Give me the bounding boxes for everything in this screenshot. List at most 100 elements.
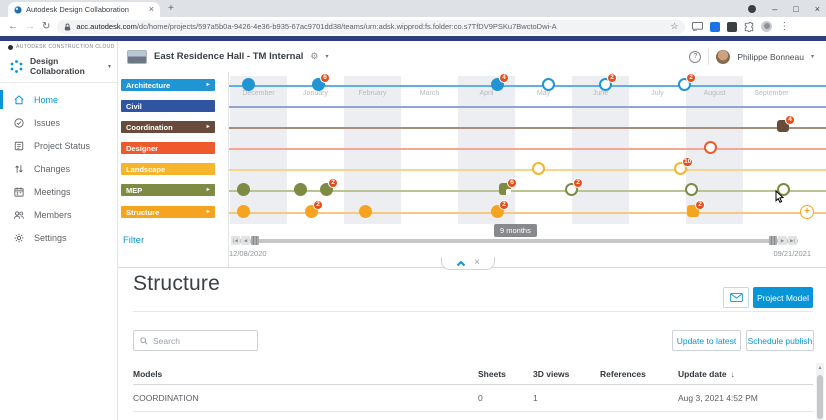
update-marker-designer[interactable]: [704, 141, 717, 154]
help-icon[interactable]: ?: [689, 50, 702, 63]
sidebar-item-issues[interactable]: Issues: [0, 111, 117, 134]
discipline-chip-label: Structure: [126, 207, 160, 217]
timeline-handle-left[interactable]: [251, 236, 259, 245]
month-stripe: [458, 76, 515, 224]
timeline-prev-button[interactable]: ◀: [241, 236, 250, 245]
month-label: June: [592, 90, 609, 97]
update-to-latest-button[interactable]: Update to latest: [672, 330, 741, 351]
sidebar-item-settings[interactable]: Settings: [0, 226, 117, 249]
project-model-button[interactable]: Project Model: [753, 287, 813, 308]
timeline-row-civil: [229, 106, 826, 108]
forward-button[interactable]: →: [25, 20, 35, 32]
badge-count: 6: [320, 73, 330, 83]
user-avatar[interactable]: [716, 49, 731, 64]
column-header-3d-views[interactable]: 3D views: [533, 369, 600, 379]
sidebar-item-label: Changes: [34, 163, 71, 174]
sidebar-item-home[interactable]: Home: [0, 88, 117, 111]
badge-count: 2: [313, 200, 323, 210]
tab-close-icon[interactable]: ×: [148, 4, 154, 14]
project-settings-icon[interactable]: ⚙: [310, 51, 319, 61]
window-minimize-button[interactable]: –: [772, 3, 778, 14]
new-tab-button[interactable]: +: [168, 3, 174, 14]
project-name: East Residence Hall - TM Internal: [154, 51, 304, 62]
collapse-chevron-icon[interactable]: [456, 260, 466, 267]
update-marker-structure[interactable]: [359, 205, 372, 218]
add-package-marker[interactable]: +: [800, 205, 814, 219]
timeline-close-icon[interactable]: ×: [474, 257, 480, 268]
discipline-chip-coordination[interactable]: Coordination ►: [121, 121, 215, 133]
app-name: Design Collaboration: [30, 56, 85, 76]
range-tooltip: 9 months: [494, 224, 537, 237]
browser-profile-badge-icon[interactable]: [748, 4, 757, 13]
sidebar-item-meetings[interactable]: Meetings: [0, 180, 117, 203]
month-label: December: [242, 90, 275, 97]
user-name[interactable]: Philippe Bonneau: [737, 51, 804, 62]
update-marker-mep[interactable]: [237, 183, 250, 196]
extension-icon-2[interactable]: [727, 21, 738, 32]
extensions-puzzle-icon[interactable]: [744, 21, 754, 32]
reload-button[interactable]: ↻: [42, 20, 51, 32]
scrollbar-up-icon[interactable]: ▲: [817, 365, 823, 371]
sidebar-item-members[interactable]: Members: [0, 203, 117, 226]
discipline-chip-landscape[interactable]: Landscape: [121, 163, 215, 175]
timeline-first-button[interactable]: |◀: [231, 236, 240, 245]
update-marker-structure[interactable]: [237, 205, 250, 218]
discipline-chip-designer[interactable]: Designer: [121, 142, 215, 154]
table-header: Models Sheets 3D views References Update dat…: [133, 364, 813, 385]
cast-icon[interactable]: [692, 22, 704, 31]
schedule-publish-button[interactable]: Schedule publish: [746, 330, 814, 351]
timeline-start-date: 12/08/2020: [229, 249, 267, 258]
column-header-update-date[interactable]: Update date ↓: [678, 369, 813, 379]
badge-count: 4: [785, 115, 795, 125]
column-header-models[interactable]: Models: [133, 369, 478, 379]
timeline-scrollbar[interactable]: [231, 239, 798, 243]
user-menu-caret-icon[interactable]: ▾: [810, 54, 814, 60]
discipline-chip-mep[interactable]: MEP ►: [121, 184, 215, 196]
month-stripe: [344, 76, 401, 224]
discipline-chip-label: Architecture: [126, 80, 171, 90]
update-marker-mep[interactable]: [685, 183, 698, 196]
back-button[interactable]: ←: [8, 20, 18, 32]
table-row[interactable]: COORDINATION 0 1 Aug 3, 2021 4:52 PM: [133, 385, 813, 412]
sidebar-item-label: Project Status: [34, 140, 91, 151]
chevron-right-icon: ►: [205, 82, 211, 88]
url-bar[interactable]: acc.autodesk.com/dc/home/projects/597a5b…: [57, 19, 686, 34]
timeline-last-button[interactable]: ▶|: [788, 236, 797, 245]
column-header-references[interactable]: References: [600, 369, 678, 379]
browser-menu-icon[interactable]: ⋮: [779, 20, 790, 32]
browser-tab[interactable]: Autodesk Design Collaboration ×: [8, 2, 160, 17]
update-marker-landscape[interactable]: [532, 162, 545, 175]
timeline-handle-right[interactable]: [769, 236, 777, 245]
sidebar-item-changes[interactable]: Changes: [0, 157, 117, 180]
discipline-chip-label: MEP: [126, 185, 143, 195]
home-icon: [13, 94, 25, 106]
update-marker-architecture[interactable]: [542, 78, 555, 91]
extension-icon-1[interactable]: [710, 21, 721, 32]
window-maximize-button[interactable]: □: [793, 3, 799, 14]
scrollbar-thumb[interactable]: [817, 375, 823, 419]
window-close-button[interactable]: ×: [814, 3, 820, 14]
column-header-sheets[interactable]: Sheets: [478, 369, 533, 379]
profile-icon[interactable]: [761, 21, 773, 32]
discipline-chip-label: Landscape: [126, 164, 166, 174]
discipline-chip-architecture[interactable]: Architecture ►: [121, 79, 215, 91]
update-marker-mep[interactable]: [777, 183, 790, 196]
badge-count: 2: [573, 178, 583, 188]
discipline-chip-structure[interactable]: Structure ►: [121, 206, 215, 218]
update-marker-architecture[interactable]: [242, 78, 255, 91]
app-switcher[interactable]: Design Collaboration ▾: [0, 52, 117, 83]
sidebar-nav: Home Issues Project Status Changes Meetings M…: [0, 88, 117, 249]
table-scrollbar[interactable]: ▲: [816, 363, 824, 420]
search-input[interactable]: [153, 335, 251, 346]
project-selector-caret-icon[interactable]: ▾: [325, 54, 329, 60]
app-top-strip: [0, 36, 826, 41]
filter-link[interactable]: Filter: [123, 235, 145, 246]
discipline-chip-civil[interactable]: Civil: [121, 100, 215, 112]
timeline-next-button[interactable]: ▶: [778, 236, 787, 245]
lock-icon: [65, 23, 71, 30]
month-label: July: [651, 90, 664, 97]
email-button[interactable]: [723, 287, 749, 308]
update-marker-mep[interactable]: [294, 183, 307, 196]
bookmark-star-icon[interactable]: ☆: [670, 21, 679, 31]
sidebar-item-project-status[interactable]: Project Status: [0, 134, 117, 157]
